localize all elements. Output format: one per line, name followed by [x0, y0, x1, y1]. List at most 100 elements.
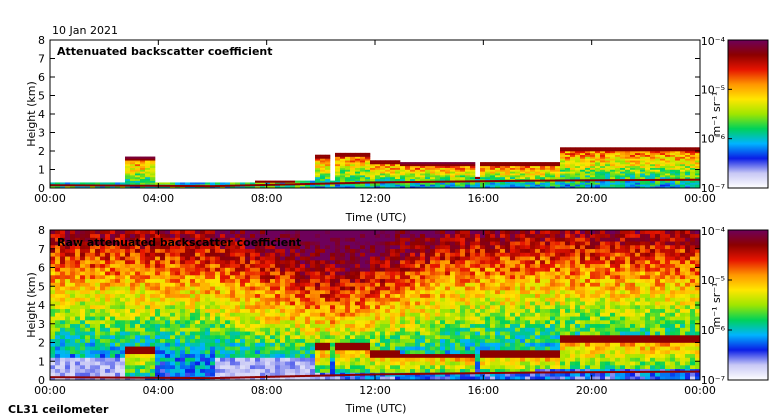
backscatter-cell: [535, 175, 541, 178]
backscatter-cell: [365, 282, 371, 287]
backscatter-cell: [130, 308, 136, 313]
backscatter-cell: [595, 176, 601, 180]
backscatter-cell: [125, 263, 131, 268]
backscatter-cell: [420, 233, 426, 238]
backscatter-cell: [570, 156, 576, 159]
backscatter-cell: [685, 167, 691, 170]
backscatter-cell: [255, 365, 261, 370]
surface-layer-mark: [320, 182, 326, 185]
backscatter-cell: [190, 267, 196, 272]
backscatter-cell: [585, 160, 591, 163]
backscatter-cell: [55, 376, 61, 381]
surface-layer-mark: [300, 183, 306, 186]
backscatter-cell: [125, 316, 131, 321]
backscatter-cell: [420, 335, 426, 340]
backscatter-cell: [595, 162, 601, 165]
backscatter-cell: [420, 241, 426, 246]
surface-layer-mark: [250, 376, 256, 379]
backscatter-cell: [420, 350, 426, 355]
backscatter-cell: [145, 245, 151, 250]
backscatter-cell: [535, 184, 541, 187]
backscatter-cell: [215, 282, 221, 287]
backscatter-cell: [325, 256, 331, 261]
backscatter-cell: [410, 176, 416, 180]
backscatter-cell: [95, 308, 101, 313]
backscatter-cell: [320, 353, 326, 358]
backscatter-cell: [670, 154, 676, 157]
backscatter-cell: [320, 186, 326, 189]
backscatter-cell: [55, 278, 61, 283]
backscatter-cell: [190, 331, 196, 336]
backscatter-cell: [75, 312, 81, 317]
backscatter-cell: [220, 357, 226, 362]
backscatter-cell: [145, 233, 151, 238]
backscatter-cell: [380, 353, 386, 358]
backscatter-cell: [375, 256, 381, 261]
backscatter-cell: [90, 338, 96, 343]
backscatter-cell: [255, 372, 261, 377]
backscatter-cell: [65, 350, 71, 355]
backscatter-cell: [295, 275, 301, 280]
backscatter-cell: [375, 293, 381, 298]
backscatter-cell: [355, 184, 361, 187]
backscatter-cell: [630, 176, 636, 180]
backscatter-cell: [395, 184, 401, 187]
backscatter-cell: [415, 357, 421, 362]
backscatter-cell: [280, 230, 286, 235]
backscatter-cell: [680, 163, 686, 167]
backscatter-cell: [295, 282, 301, 287]
backscatter-cell: [135, 233, 141, 238]
surface-layer-mark: [400, 373, 406, 376]
backscatter-cell: [350, 312, 356, 317]
backscatter-cell: [380, 171, 386, 174]
surface-layer-mark: [105, 184, 111, 187]
backscatter-cell: [335, 271, 341, 276]
backscatter-cell: [465, 186, 471, 189]
backscatter-cell: [350, 245, 356, 250]
backscatter-cell: [615, 156, 621, 159]
backscatter-cell: [415, 327, 421, 332]
backscatter-cell: [170, 346, 176, 351]
backscatter-cell: [340, 346, 346, 351]
backscatter-cell: [345, 154, 351, 157]
backscatter-cell: [420, 230, 426, 235]
backscatter-cell: [55, 297, 61, 302]
backscatter-cell: [660, 163, 666, 167]
backscatter-cell: [330, 275, 336, 280]
backscatter-cell: [130, 160, 136, 163]
backscatter-cell: [555, 184, 561, 187]
backscatter-cell: [360, 176, 366, 180]
backscatter-cell: [325, 320, 331, 325]
backscatter-cell: [405, 260, 411, 265]
backscatter-cell: [385, 286, 391, 291]
backscatter-cell: [270, 290, 276, 295]
backscatter-cell: [370, 184, 376, 187]
backscatter-cell: [570, 154, 576, 157]
x-tick-label: 20:00: [576, 192, 608, 205]
backscatter-cell: [80, 275, 86, 280]
backscatter-cell: [180, 372, 186, 377]
backscatter-cell: [85, 338, 91, 343]
backscatter-cell: [315, 252, 321, 257]
backscatter-cell: [420, 176, 426, 180]
backscatter-cell: [210, 290, 216, 295]
backscatter-cell: [225, 241, 231, 246]
backscatter-cell: [505, 175, 511, 178]
backscatter-cell: [500, 169, 506, 172]
backscatter-cell: [400, 169, 406, 172]
backscatter-cell: [95, 312, 101, 317]
backscatter-cell: [290, 327, 296, 332]
backscatter-cell: [575, 147, 581, 150]
backscatter-cell: [245, 327, 251, 332]
backscatter-cell: [280, 353, 286, 358]
backscatter-cell: [255, 301, 261, 306]
backscatter-cell: [190, 372, 196, 377]
backscatter-cell: [420, 171, 426, 174]
backscatter-cell: [370, 293, 376, 298]
backscatter-cell: [125, 175, 131, 178]
backscatter-cell: [425, 256, 431, 261]
backscatter-cell: [375, 173, 381, 176]
backscatter-cell: [60, 338, 66, 343]
backscatter-cell: [345, 184, 351, 187]
backscatter-cell: [190, 233, 196, 238]
